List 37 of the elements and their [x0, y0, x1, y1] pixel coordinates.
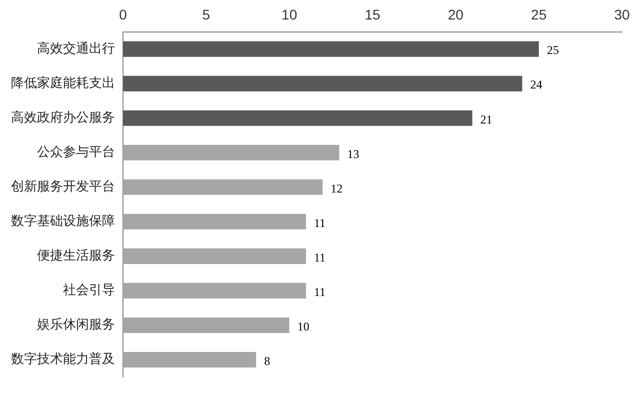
- y-tick-label: 便捷生活服务: [37, 248, 115, 264]
- bar: [123, 317, 290, 333]
- bar: [123, 41, 539, 57]
- y-tick-label: 降低家庭能耗支出: [11, 74, 115, 91]
- bar: [123, 282, 306, 298]
- y-tick-label: 社会引导: [63, 283, 115, 298]
- x-tick-label: 10: [282, 6, 298, 22]
- data-label: 8: [264, 354, 270, 368]
- bar: [123, 76, 522, 92]
- bar: [123, 352, 256, 368]
- y-tick-label: 数字技术能力普及: [11, 351, 115, 368]
- bar: [123, 214, 306, 230]
- data-label: 11: [314, 250, 326, 264]
- data-label: 12: [330, 181, 343, 196]
- y-tick-label: 娱乐休闲服务: [37, 318, 115, 333]
- x-tick-label: 30: [614, 6, 630, 22]
- data-label: 25: [546, 43, 559, 58]
- x-tick-label: 20: [448, 6, 464, 22]
- y-tick-label: 数字基础设施保障: [11, 213, 115, 230]
- y-tick-label: 公众参与平台: [37, 144, 115, 160]
- data-label: 24: [530, 78, 542, 92]
- data-label: 11: [314, 216, 326, 230]
- x-tick-label: 5: [202, 6, 210, 22]
- data-label: 10: [297, 319, 310, 334]
- bar: [123, 110, 472, 126]
- y-tick-label: 高效政府办公服务: [11, 109, 115, 126]
- y-tick-label: 创新服务开发平台: [11, 180, 115, 195]
- x-tick-label: 25: [531, 6, 547, 22]
- data-label: 13: [347, 146, 360, 161]
- data-label: 21: [480, 112, 492, 126]
- data-label: 11: [314, 284, 326, 299]
- x-tick-label: 15: [364, 6, 380, 22]
- bar: [123, 179, 323, 195]
- bar: [123, 144, 340, 160]
- bar: [123, 248, 306, 264]
- x-tick-label: 0: [119, 6, 128, 22]
- y-tick-label: 高效交通出行: [37, 40, 115, 56]
